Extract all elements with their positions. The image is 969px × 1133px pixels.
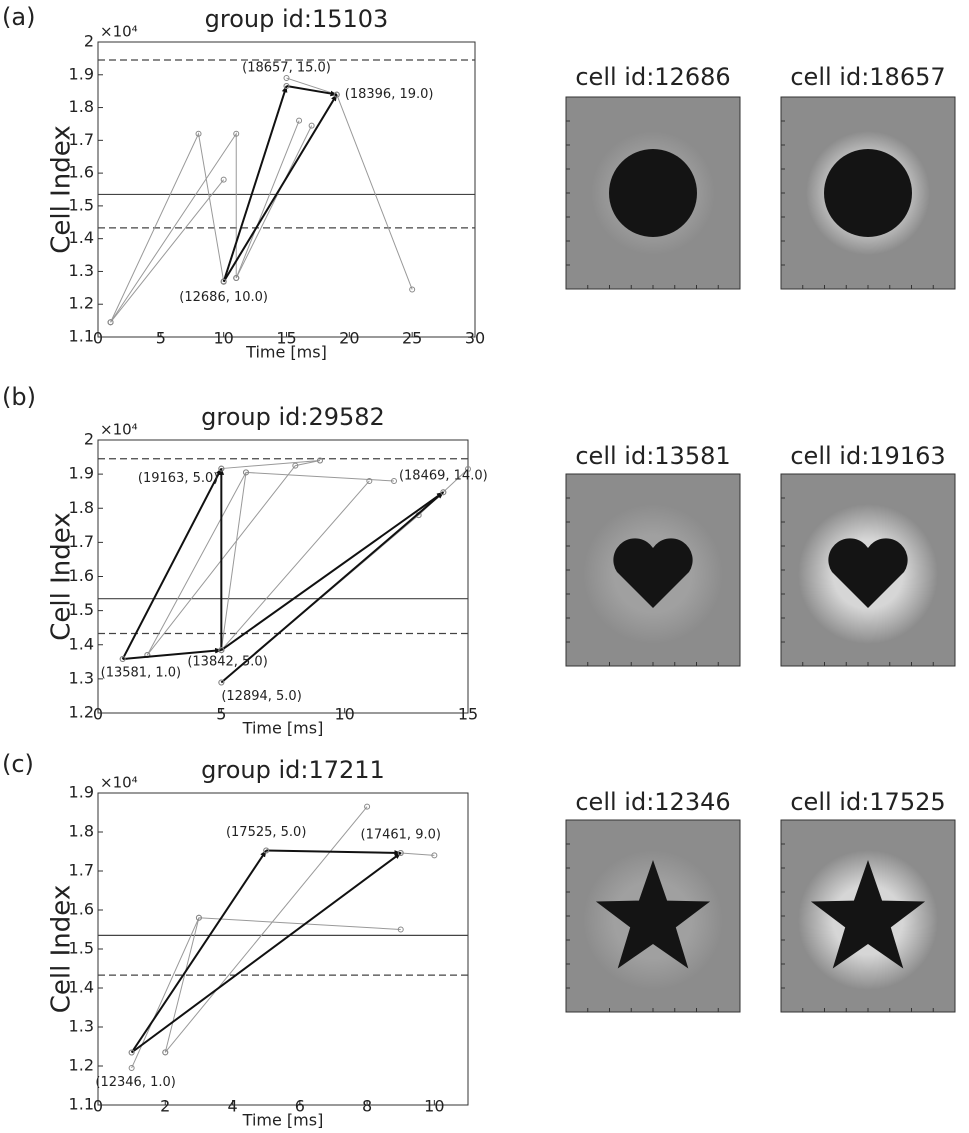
x-tick-label: 6 <box>295 1097 305 1116</box>
point-annotation: (18469, 14.0) <box>399 469 488 484</box>
y-tick-label: 1.6 <box>69 566 94 585</box>
panel-label: (c) <box>2 750 34 778</box>
y-tick-label: 1.2 <box>69 703 94 722</box>
cell-image <box>781 474 955 666</box>
x-tick-label: 2 <box>160 1097 170 1116</box>
point-annotation: (13842, 5.0) <box>187 655 267 670</box>
shape <box>609 149 697 237</box>
y-tick-label: 1.7 <box>69 861 94 880</box>
y-tick-label: 1.4 <box>69 228 94 247</box>
y-tick-label: 2 <box>84 32 94 51</box>
y-multiplier: ×10⁴ <box>100 23 138 41</box>
x-tick-label: 10 <box>213 329 233 348</box>
y-tick-label: 1.3 <box>69 668 94 687</box>
cell-title: cell id:12346 <box>575 788 730 816</box>
y-tick-label: 1.5 <box>69 939 94 958</box>
chart-title: group id:15103 <box>205 5 389 33</box>
y-tick-label: 1.7 <box>69 130 94 149</box>
x-tick-label: 0 <box>93 705 103 724</box>
y-tick-label: 1.9 <box>69 64 94 83</box>
point-annotation: (12894, 5.0) <box>221 689 301 704</box>
y-tick-label: 1.1 <box>69 327 94 346</box>
chart: (c)group id:17211×10⁴Cell IndexTime [ms]… <box>2 750 468 1130</box>
point-annotation: (18396, 19.0) <box>345 87 434 102</box>
cell-title: cell id:13581 <box>575 442 730 470</box>
cell-image <box>566 474 740 666</box>
x-tick-label: 0 <box>93 329 103 348</box>
cell-image <box>781 820 955 1012</box>
y-tick-label: 1.3 <box>69 261 94 280</box>
x-tick-label: 10 <box>334 705 354 724</box>
panel-label: (a) <box>2 3 35 31</box>
x-tick-label: 20 <box>339 329 359 348</box>
y-tick-label: 1.3 <box>69 1017 94 1036</box>
panel-label: (b) <box>2 383 36 411</box>
point-annotation: (12686, 10.0) <box>179 290 268 305</box>
x-tick-label: 0 <box>93 1097 103 1116</box>
y-tick-label: 1.2 <box>69 1056 94 1075</box>
x-tick-label: 5 <box>216 705 226 724</box>
cell-title: cell id:19163 <box>790 442 945 470</box>
y-tick-label: 1.4 <box>69 634 94 653</box>
cell-title: cell id:17525 <box>790 788 945 816</box>
x-tick-label: 30 <box>465 329 485 348</box>
y-tick-label: 1.5 <box>69 195 94 214</box>
chart: (a)group id:15103×10⁴Cell IndexTime [ms]… <box>2 3 485 362</box>
x-tick-label: 25 <box>402 329 422 348</box>
y-tick-label: 1.7 <box>69 532 94 551</box>
cell-title: cell id:12686 <box>575 63 730 91</box>
x-tick-label: 5 <box>156 329 166 348</box>
point-annotation: (19163, 5.0) <box>138 471 218 486</box>
y-tick-label: 1.8 <box>69 97 94 116</box>
x-axis-label: Time [ms] <box>242 719 324 738</box>
x-tick-label: 15 <box>458 705 478 724</box>
y-tick-label: 1.2 <box>69 294 94 313</box>
y-multiplier: ×10⁴ <box>100 774 138 792</box>
y-tick-label: 2 <box>84 430 94 449</box>
cell-image <box>781 97 955 289</box>
point-annotation: (18657, 15.0) <box>242 61 331 76</box>
point-annotation: (12346, 1.0) <box>95 1075 175 1090</box>
shape <box>824 149 912 237</box>
chart-title: group id:17211 <box>201 756 385 784</box>
chart-title: group id:29582 <box>201 403 385 431</box>
cell-image <box>566 97 740 289</box>
x-tick-label: 8 <box>362 1097 372 1116</box>
cell-image <box>566 820 740 1012</box>
x-tick-label: 10 <box>424 1097 444 1116</box>
y-tick-label: 1.6 <box>69 163 94 182</box>
y-tick-label: 1.8 <box>69 822 94 841</box>
point-annotation: (17461, 9.0) <box>361 828 441 843</box>
x-tick-label: 15 <box>276 329 296 348</box>
x-axis-label: Time [ms] <box>242 1111 324 1130</box>
y-tick-label: 1.1 <box>69 1095 94 1114</box>
x-tick-label: 4 <box>227 1097 237 1116</box>
point-annotation: (13581, 1.0) <box>101 666 181 681</box>
y-multiplier: ×10⁴ <box>100 421 138 439</box>
y-tick-label: 1.9 <box>69 464 94 483</box>
page: (a)group id:15103×10⁴Cell IndexTime [ms]… <box>0 0 969 1133</box>
cell-title: cell id:18657 <box>790 63 945 91</box>
y-tick-label: 1.6 <box>69 900 94 919</box>
y-tick-label: 1.5 <box>69 600 94 619</box>
y-tick-label: 1.8 <box>69 498 94 517</box>
point-annotation: (17525, 5.0) <box>226 825 306 840</box>
figure: (a)group id:15103×10⁴Cell IndexTime [ms]… <box>0 0 969 1133</box>
y-tick-label: 1.4 <box>69 978 94 997</box>
y-tick-label: 1.9 <box>69 783 94 802</box>
